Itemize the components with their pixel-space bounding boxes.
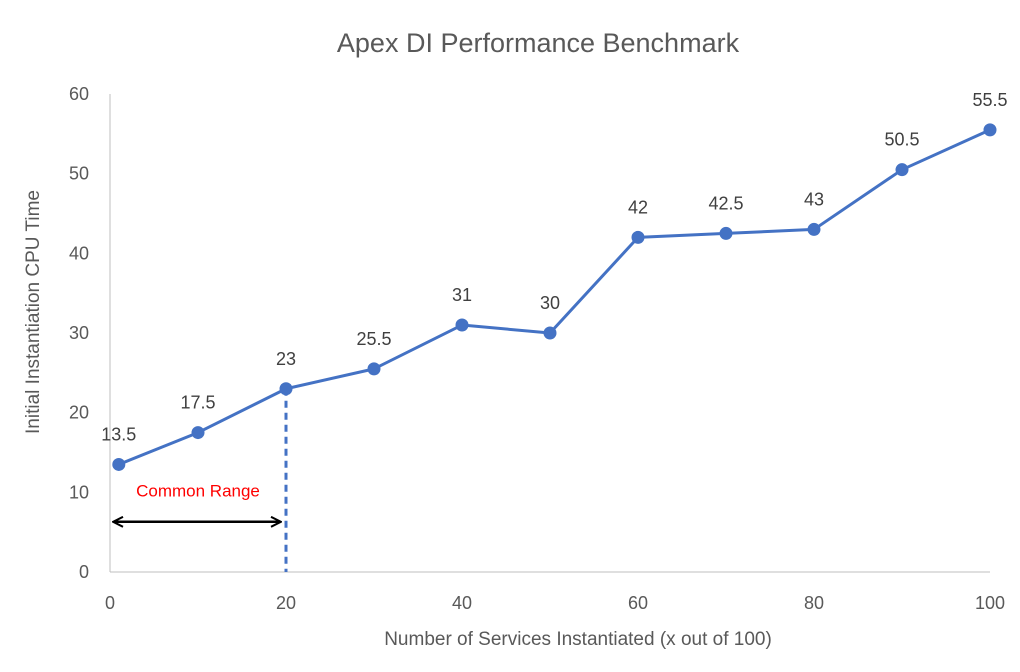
y-tick-label: 0 [79,562,89,582]
data-label: 23 [276,349,296,369]
y-tick-label: 40 [69,243,89,263]
data-labels: 13.5 17.5 23 25.5 31 30 42 42.5 43 50.5 55.5 [101,90,1007,445]
data-label: 50.5 [884,130,919,150]
axes [109,94,990,573]
data-label: 42.5 [708,193,743,213]
data-point [279,382,293,396]
data-point [191,426,205,440]
y-tick-label: 50 [69,164,89,184]
data-label: 31 [452,285,472,305]
y-tick-label: 20 [69,403,89,423]
y-axis-title: Initial Instantiation CPU Time [23,190,44,434]
x-tick-label: 100 [975,593,1005,613]
chart-title: Apex DI Performance Benchmark [337,28,740,58]
data-point [895,163,909,177]
data-point [807,222,821,236]
x-tick-label: 0 [105,593,115,613]
x-tick-label: 40 [452,593,472,613]
y-tick-label: 60 [69,84,89,104]
data-label: 30 [540,293,560,313]
data-point [112,457,126,471]
data-point [455,318,469,332]
data-label: 25.5 [356,329,391,349]
data-point [367,362,381,376]
x-tick-label: 20 [276,593,296,613]
data-label: 55.5 [972,90,1007,110]
data-point [543,326,557,340]
x-tick-label: 60 [628,593,648,613]
x-tick-labels: 0 20 40 60 80 100 [105,593,1005,613]
data-label: 13.5 [101,424,136,444]
data-point [631,230,645,244]
x-tick-label: 80 [804,593,824,613]
common-range-label: Common Range [136,481,260,500]
data-point [719,226,733,240]
data-point [983,123,997,137]
annotations: Common Range [114,388,288,572]
data-label: 42 [628,197,648,217]
y-tick-labels: 0 10 20 30 40 50 60 [69,84,89,582]
data-label: 17.5 [180,393,215,413]
y-tick-label: 30 [69,323,89,343]
y-tick-label: 10 [69,482,89,502]
data-label: 43 [804,189,824,209]
x-axis-title: Number of Services Instantiated (x out o… [384,629,772,650]
series-cpu-time [112,123,997,471]
